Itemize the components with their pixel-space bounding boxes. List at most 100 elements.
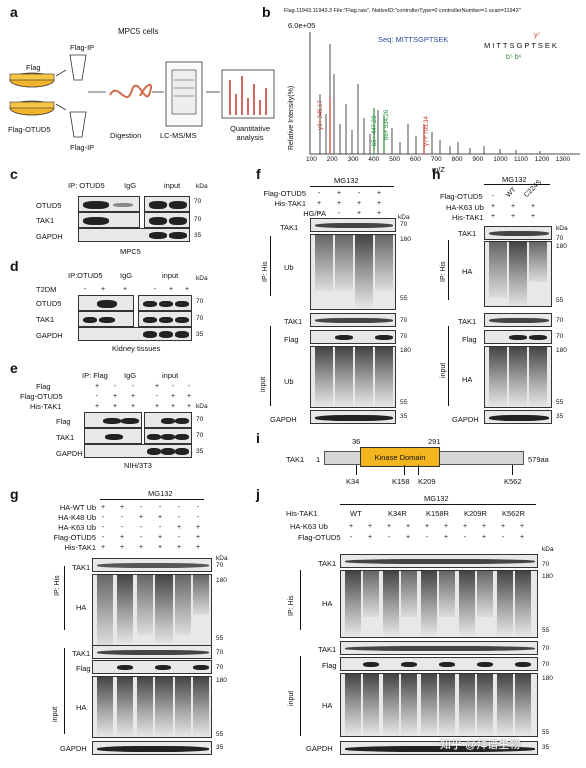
f-row-ub-in: Ub	[284, 377, 294, 386]
h-sign: +	[490, 203, 496, 210]
flag-otud5-label: Flag-OTUD5	[8, 125, 51, 134]
g-cond-label: HA-K63 Ub	[58, 523, 96, 532]
g-sign: -	[196, 504, 200, 511]
g-sign: -	[177, 504, 181, 511]
g-row-ha-in: HA	[76, 703, 87, 712]
j-sign: +	[481, 523, 487, 530]
f-blot-flag	[310, 330, 396, 344]
e-sign: +	[170, 393, 176, 400]
j-sign: +	[367, 534, 373, 541]
d-input-label: input	[162, 271, 179, 280]
j-sign: +	[519, 523, 525, 530]
g-mw-2: 180	[216, 577, 227, 584]
h-row-ha-in: HA	[462, 375, 473, 384]
h-sign: +	[530, 203, 536, 210]
h-blot-ha-ip	[484, 241, 552, 307]
f-cond-label: His-TAK1	[274, 199, 306, 208]
d-blot-gapdh	[78, 327, 192, 341]
g-title: MG132	[148, 489, 173, 498]
g-mw-7: 55	[216, 731, 224, 738]
peak-label-y7: y7+ 705.34	[424, 116, 430, 146]
j-cond-ha: HA-K63 Ub	[290, 522, 328, 531]
f-sign: -	[337, 210, 341, 217]
f-sign: -	[317, 210, 321, 217]
spectrum-xtick: 600	[410, 156, 421, 163]
d-row-tak1: TAK1	[36, 315, 55, 324]
j-blot-gapdh	[340, 741, 538, 755]
j-row-tak1-in: TAK1	[318, 645, 337, 654]
kinase-domain: Kinase Domain	[360, 447, 440, 467]
e-sign: +	[94, 403, 100, 410]
d-mw-2: 70	[196, 315, 204, 322]
e-sign: -	[187, 383, 191, 390]
g-kda: kDa	[216, 555, 228, 562]
g-sign: -	[120, 524, 124, 531]
j-sign: +	[443, 534, 449, 541]
d-sign: +	[100, 286, 106, 293]
g-sign: +	[119, 544, 125, 551]
h-wt-label: WT	[505, 186, 518, 199]
d-sign: +	[168, 286, 174, 293]
h-input: input	[440, 362, 447, 378]
f-mw-7: 55	[400, 399, 408, 406]
f-blot-tak1-ip	[310, 218, 396, 232]
h-sign: +	[510, 203, 516, 210]
e-igg-label: IgG	[124, 371, 137, 380]
c-blot-tak1-input	[144, 212, 190, 228]
spectrum-xtick: 500	[389, 156, 401, 163]
e-sign: +	[154, 403, 160, 410]
e-row-tak1: TAK1	[56, 433, 75, 442]
f-input: input	[260, 376, 267, 392]
i-kd-end: 291	[428, 437, 441, 446]
g-row-gapdh: GAPDH	[60, 744, 87, 753]
h-sign: +	[510, 213, 516, 220]
j-blot-ha-in	[340, 673, 538, 737]
peak-label-b6: b6+ 534.26	[384, 109, 390, 140]
j-row-gapdh: GAPDH	[306, 744, 333, 753]
d-row-otud5: OTUD5	[36, 299, 62, 308]
j-sign: +	[405, 534, 411, 541]
quant-analysis-label: Quantitative analysis	[229, 124, 271, 142]
f-sign: +	[336, 190, 342, 197]
j-mw-1: 70	[542, 561, 550, 568]
h-mw-8: 35	[556, 413, 564, 420]
c-igg-label: IgG	[124, 181, 137, 190]
h-mw-5: 70	[556, 333, 564, 340]
g-sign: -	[177, 534, 181, 541]
h-blot-gapdh	[484, 410, 552, 424]
j-sign: +	[443, 523, 449, 530]
j-variant-label: WT	[350, 509, 362, 518]
f-ip-his: IP: His	[262, 261, 269, 282]
d-t2dm-label: T2DM	[36, 285, 57, 294]
h-title: MG132	[502, 175, 527, 184]
d-mw-1: 70	[196, 298, 204, 305]
peak-label-b5: b5+ 447.23	[372, 115, 378, 146]
c-kda: kDa	[196, 183, 208, 190]
flag-ip-top-label: Flag-IP	[70, 43, 95, 52]
spectrum-sequence: Seq: MITTSGPTSEK	[378, 35, 449, 44]
e-sign: +	[186, 393, 192, 400]
f-blot-ub-ip	[310, 234, 396, 310]
spectrum-xtick: 1100	[514, 156, 528, 163]
i-protein: TAK1	[286, 455, 305, 464]
g-sign: -	[101, 514, 105, 521]
g-row-flag: Flag	[76, 664, 91, 673]
g-sign: +	[157, 544, 163, 551]
j-mw-4: 70	[542, 645, 550, 652]
g-cond-label: HA-K48 Ub	[58, 513, 96, 522]
j-mw-2: 180	[542, 573, 553, 580]
e-input-label: input	[162, 371, 179, 380]
lcms-label: LC-MS/MS	[160, 131, 197, 140]
f-blot-tak1-in	[310, 313, 396, 327]
e-blot-flag-input	[144, 412, 192, 428]
c-mw-1: 70	[194, 198, 202, 205]
j-sign: -	[425, 534, 429, 541]
j-sign: +	[367, 523, 373, 530]
g-cond-label: Flag-OTUD5	[53, 533, 96, 542]
f-sign: +	[376, 190, 382, 197]
e-blot-gapdh	[84, 444, 192, 458]
e-sign: -	[155, 393, 159, 400]
c-mw-3: 35	[194, 232, 202, 239]
e-cond-flag: Flag	[36, 382, 51, 391]
h-mw-4: 70	[556, 317, 564, 324]
